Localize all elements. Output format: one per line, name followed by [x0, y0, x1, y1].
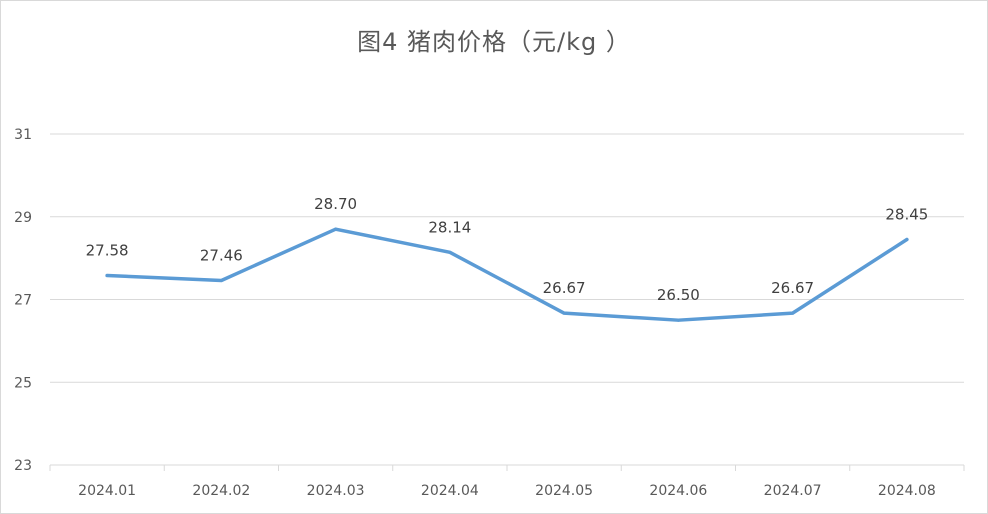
- data-point: [905, 238, 909, 242]
- data-point: [562, 311, 566, 315]
- x-tick-label: 2024.08: [878, 483, 936, 499]
- data-label: 27.46: [200, 246, 243, 264]
- data-label: 26.50: [657, 286, 700, 304]
- x-tick-label: 2024.02: [192, 483, 250, 499]
- data-label: 26.67: [771, 279, 814, 297]
- series-layer: [105, 227, 909, 322]
- data-label: 26.67: [543, 279, 586, 297]
- x-tick-label: 2024.03: [307, 483, 365, 499]
- data-point: [219, 278, 223, 282]
- data-label: 28.45: [885, 206, 928, 224]
- grid-layer: [50, 133, 964, 383]
- data-point: [448, 250, 452, 254]
- data-label: 28.14: [428, 218, 471, 236]
- x-tick-label: 2024.07: [764, 483, 822, 499]
- data-point: [791, 311, 795, 315]
- label-layer: 27.58 27.46 28.70 28.14 26.67 26.50 26.67 28.45: [86, 195, 929, 304]
- data-label: 27.58: [86, 242, 129, 260]
- y-tick-label: 25: [14, 375, 32, 391]
- axis-layer: 23 25 27 29 31 2024.01 2024.02 2024.03 2024.04 20…: [14, 127, 965, 499]
- x-tick-label: 2024.05: [535, 483, 593, 499]
- y-tick-label: 31: [14, 127, 32, 143]
- data-point: [334, 227, 338, 231]
- x-tick-label: 2024.04: [421, 483, 479, 499]
- data-label: 28.70: [314, 195, 357, 213]
- data-point: [676, 318, 680, 322]
- x-tick-label: 2024.01: [78, 483, 136, 499]
- data-point: [105, 274, 109, 278]
- series-line: [105, 227, 909, 322]
- chart-title: 图4 猪肉价格（元/kg ）: [357, 28, 631, 56]
- y-tick-label: 23: [14, 458, 32, 474]
- x-tick-label: 2024.06: [649, 483, 707, 499]
- y-tick-label: 29: [14, 210, 32, 226]
- y-tick-label: 27: [14, 293, 32, 309]
